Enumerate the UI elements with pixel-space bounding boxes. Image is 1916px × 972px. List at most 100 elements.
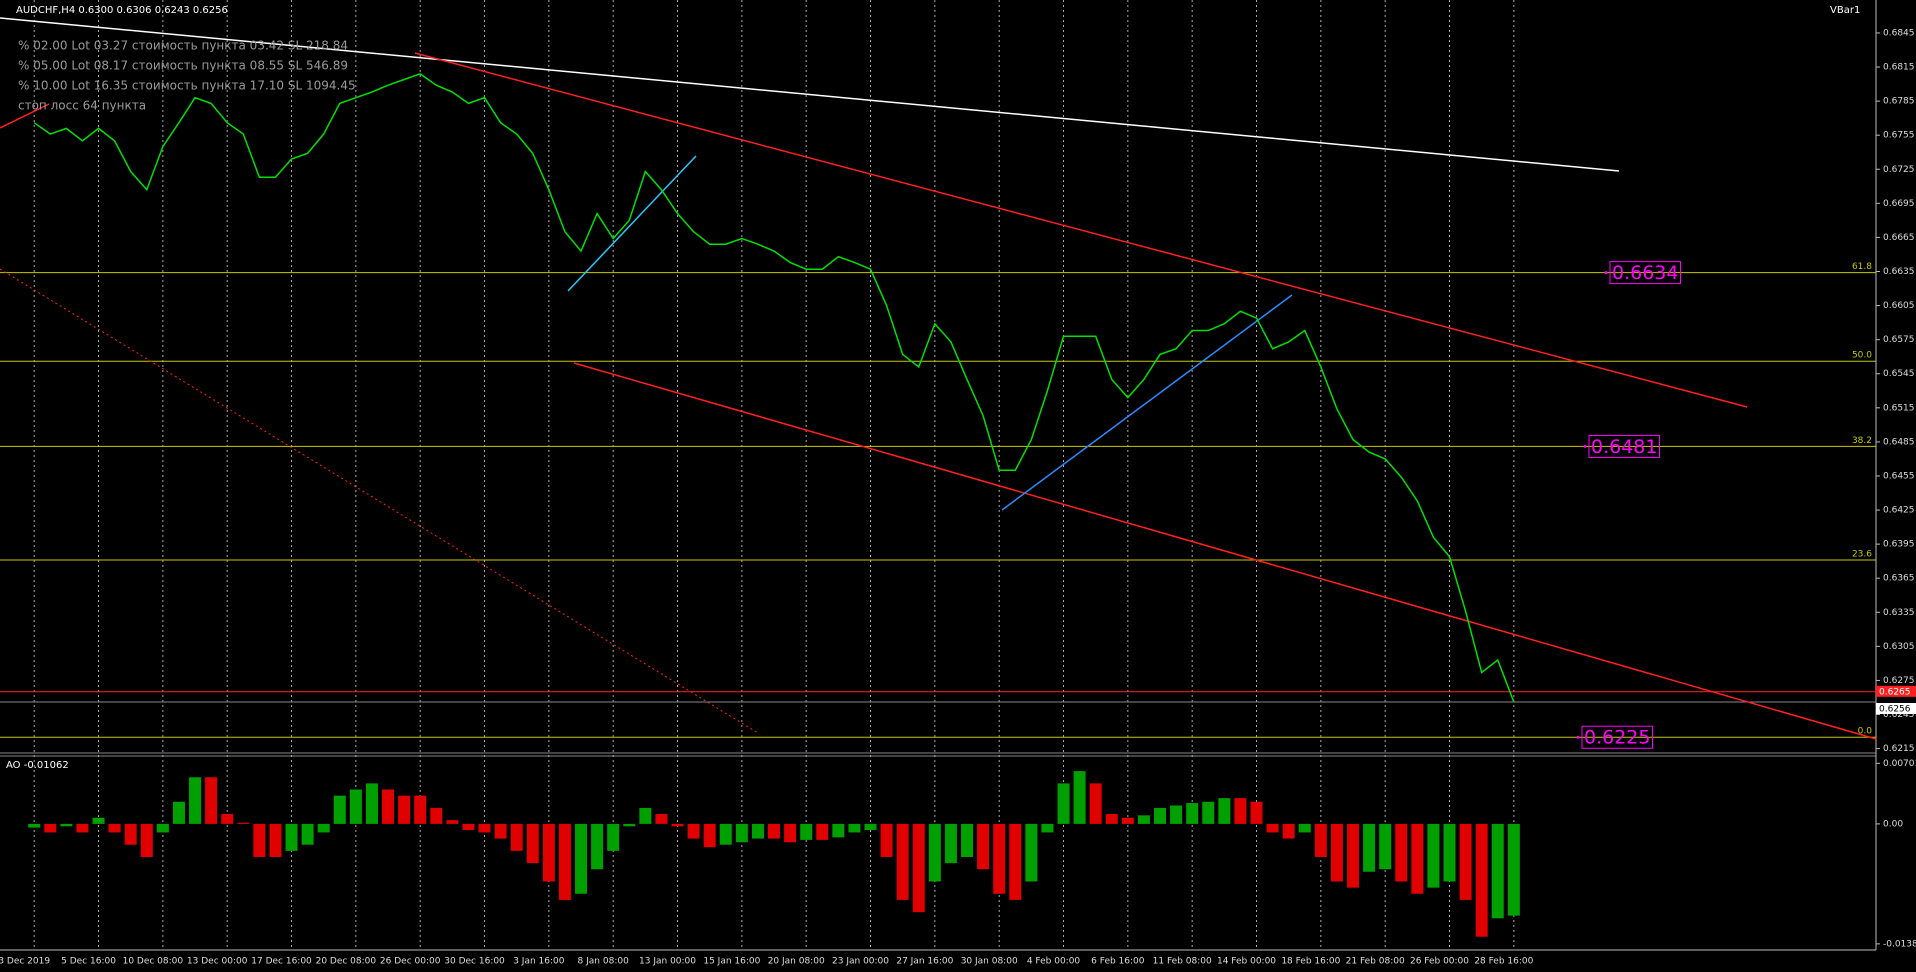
ao-bar <box>928 823 941 882</box>
ao-bar <box>993 823 1006 894</box>
ao-bar <box>253 823 266 857</box>
level-price-label: 0.6634 <box>1612 262 1678 284</box>
ao-bar <box>221 814 234 824</box>
y-tick-label: 0.6305 <box>1883 642 1915 652</box>
ao-bar <box>1121 817 1134 824</box>
ao-bar <box>1202 801 1215 824</box>
ao-bar <box>1379 823 1392 870</box>
annotation: % 02.00 Lot 03.27 стоимость пункта 03.42… <box>18 39 348 53</box>
ao-bar <box>28 823 41 828</box>
ao-bar <box>687 823 700 839</box>
ao-bar <box>462 823 475 831</box>
ao-bar <box>1282 823 1295 839</box>
ao-bar <box>607 823 620 851</box>
ao-bar <box>751 823 764 839</box>
x-tick-label: 21 Feb 08:00 <box>1346 957 1405 967</box>
chart-title: AUDCHF,H4 0.6300 0.6306 0.6243 0.6256 <box>16 5 228 16</box>
ao-bar <box>189 777 202 824</box>
x-tick-label: 26 Dec 00:00 <box>380 957 441 967</box>
ao-bar <box>205 777 218 824</box>
y-tick-label: 0.6725 <box>1883 165 1915 175</box>
y-tick-label: 0.00701 <box>1883 759 1916 769</box>
y-tick-label: 0.00 <box>1883 819 1903 829</box>
ao-bar <box>269 823 282 857</box>
y-tick-label: 0.6605 <box>1883 301 1915 311</box>
ao-bar <box>414 795 427 824</box>
ao-bar <box>1186 803 1199 824</box>
x-tick-label: 20 Jan 08:00 <box>768 957 825 967</box>
ao-bar <box>1330 823 1343 882</box>
level-price-label: 0.6225 <box>1584 727 1650 749</box>
annotation: % 10.00 Lot 16.35 стоимость пункта 17.10… <box>18 79 356 93</box>
ao-bar <box>977 823 990 870</box>
ao-bar <box>1475 823 1488 937</box>
bid-label: 0.6256 <box>1879 705 1911 715</box>
level-dot <box>1604 271 1608 275</box>
ao-bar <box>285 823 298 851</box>
bid-box <box>1876 703 1916 715</box>
ao-bar <box>944 823 957 864</box>
ao-bar <box>848 823 861 833</box>
ao-bar <box>108 823 121 833</box>
level-name: 61.8 <box>1852 262 1872 272</box>
ao-bar <box>864 823 877 831</box>
ao-bar <box>172 801 185 824</box>
x-tick-label: 28 Feb 16:00 <box>1474 957 1533 967</box>
ao-bar <box>1041 823 1054 833</box>
ao-bar <box>800 823 813 840</box>
ao-bar <box>703 823 716 848</box>
ao-bar <box>237 822 250 824</box>
indicator-badge: VBar1 <box>1830 5 1860 16</box>
ao-bar <box>1298 823 1311 833</box>
trend-line <box>567 155 697 292</box>
x-tick-label: 18 Feb 16:00 <box>1281 957 1340 967</box>
ao-bar <box>317 823 330 833</box>
ao-bar <box>1347 823 1360 888</box>
y-tick-label: 0.6485 <box>1883 437 1915 447</box>
x-tick-label: 4 Feb 00:00 <box>1027 957 1081 967</box>
ao-bar <box>575 823 588 894</box>
ao-bar <box>896 823 909 900</box>
y-tick-label: 0.6245 <box>1883 710 1915 720</box>
y-tick-label: 0.6755 <box>1883 131 1915 141</box>
x-tick-label: 3 Dec 2019 <box>0 957 50 967</box>
x-tick-label: 13 Dec 00:00 <box>187 957 248 967</box>
y-tick-label: 0.6335 <box>1883 608 1915 618</box>
ao-bar <box>382 789 395 824</box>
ao-bar <box>60 823 73 827</box>
ask-label: 0.6265 <box>1879 687 1911 697</box>
ao-bar <box>880 823 893 857</box>
ao-bar <box>1170 805 1183 824</box>
level-dot <box>1583 444 1587 448</box>
x-tick-label: 3 Jan 16:00 <box>513 957 565 967</box>
ao-bar <box>1459 823 1472 900</box>
ao-bar <box>494 823 507 839</box>
ao-bar <box>478 823 491 833</box>
x-tick-label: 11 Feb 08:00 <box>1153 957 1212 967</box>
y-tick-label: 0.6215 <box>1883 744 1915 754</box>
ao-bar <box>44 823 57 833</box>
ao-bar <box>156 823 169 833</box>
ask-box <box>1876 685 1916 697</box>
ao-bar <box>961 823 974 857</box>
ao-bar <box>1057 783 1070 824</box>
ao-bar <box>398 795 411 824</box>
trend-line <box>0 103 50 129</box>
ao-bar <box>1491 823 1504 919</box>
ao-bar <box>1363 823 1376 872</box>
x-tick-label: 30 Dec 16:00 <box>444 957 505 967</box>
indicator-title: AO -0.01062 <box>6 760 69 771</box>
y-tick-label: 0.6515 <box>1883 403 1915 413</box>
level-box <box>1609 261 1681 285</box>
x-tick-label: 6 Feb 16:00 <box>1091 957 1145 967</box>
ao-bar <box>1395 823 1408 882</box>
x-tick-label: 17 Dec 16:00 <box>251 957 312 967</box>
trend-line <box>1001 294 1293 511</box>
y-tick-label: 0.6695 <box>1883 199 1915 209</box>
ao-bar <box>140 823 153 857</box>
ao-bar <box>768 823 781 839</box>
ao-bar <box>1234 798 1247 824</box>
y-tick-label: 0.6425 <box>1883 506 1915 516</box>
